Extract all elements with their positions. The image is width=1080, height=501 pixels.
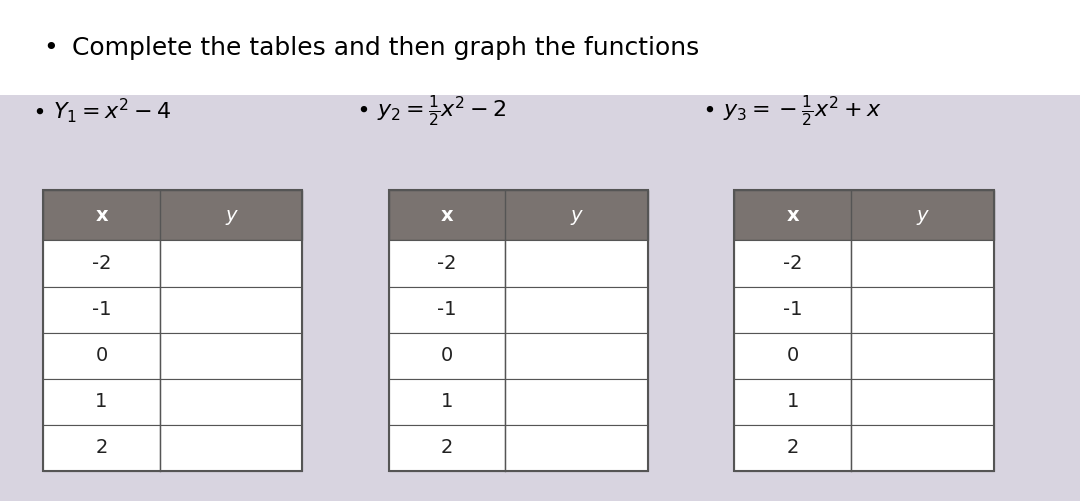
- Text: $\bullet\ \mathit{Y_1}=\mathit{x}^2-4$: $\bullet\ \mathit{Y_1}=\mathit{x}^2-4$: [32, 96, 172, 125]
- Bar: [734, 333, 851, 379]
- Text: -1: -1: [783, 300, 802, 319]
- Bar: [851, 240, 994, 287]
- Bar: [389, 425, 505, 471]
- Bar: [43, 190, 302, 471]
- Text: 2: 2: [786, 438, 799, 457]
- Bar: [505, 240, 648, 287]
- Bar: [734, 190, 994, 240]
- Bar: [851, 379, 994, 425]
- Bar: [160, 333, 302, 379]
- Text: x: x: [95, 206, 108, 225]
- Bar: [160, 379, 302, 425]
- Bar: [734, 379, 851, 425]
- Bar: [389, 287, 505, 333]
- Text: 0: 0: [786, 346, 799, 365]
- Bar: [389, 190, 648, 471]
- Bar: [734, 190, 994, 471]
- Bar: [43, 240, 160, 287]
- Bar: [505, 379, 648, 425]
- Text: 1: 1: [441, 392, 454, 411]
- Bar: [734, 240, 851, 287]
- Bar: [505, 425, 648, 471]
- Text: •: •: [43, 36, 58, 60]
- Bar: [160, 287, 302, 333]
- Bar: [160, 240, 302, 287]
- Text: 0: 0: [441, 346, 454, 365]
- Bar: [43, 190, 302, 240]
- Text: 0: 0: [95, 346, 108, 365]
- Text: 2: 2: [441, 438, 454, 457]
- Bar: [389, 333, 505, 379]
- Text: y: y: [917, 206, 928, 225]
- Bar: [505, 287, 648, 333]
- Bar: [43, 425, 160, 471]
- Text: 2: 2: [95, 438, 108, 457]
- Bar: [160, 425, 302, 471]
- Text: 1: 1: [786, 392, 799, 411]
- Bar: [43, 287, 160, 333]
- Bar: [43, 333, 160, 379]
- Bar: [389, 379, 505, 425]
- Bar: [389, 190, 648, 240]
- Text: $\bullet\ y_3=-\frac{1}{2}x^2+x$: $\bullet\ y_3=-\frac{1}{2}x^2+x$: [702, 93, 881, 128]
- Text: -1: -1: [92, 300, 111, 319]
- Bar: [734, 287, 851, 333]
- Bar: [505, 333, 648, 379]
- Text: -2: -2: [92, 254, 111, 273]
- Text: y: y: [571, 206, 582, 225]
- Text: Complete the tables and then graph the functions: Complete the tables and then graph the f…: [72, 36, 700, 60]
- Bar: [851, 425, 994, 471]
- Text: -2: -2: [783, 254, 802, 273]
- Bar: [0, 0, 1080, 95]
- Text: -2: -2: [437, 254, 457, 273]
- Text: $\bullet\ y_2=\frac{1}{2}x^2-2$: $\bullet\ y_2=\frac{1}{2}x^2-2$: [356, 93, 508, 128]
- Bar: [851, 287, 994, 333]
- Text: x: x: [786, 206, 799, 225]
- Text: -1: -1: [437, 300, 457, 319]
- Bar: [734, 425, 851, 471]
- Text: 1: 1: [95, 392, 108, 411]
- Text: x: x: [441, 206, 454, 225]
- Bar: [389, 240, 505, 287]
- Bar: [43, 379, 160, 425]
- Text: y: y: [226, 206, 237, 225]
- Bar: [851, 333, 994, 379]
